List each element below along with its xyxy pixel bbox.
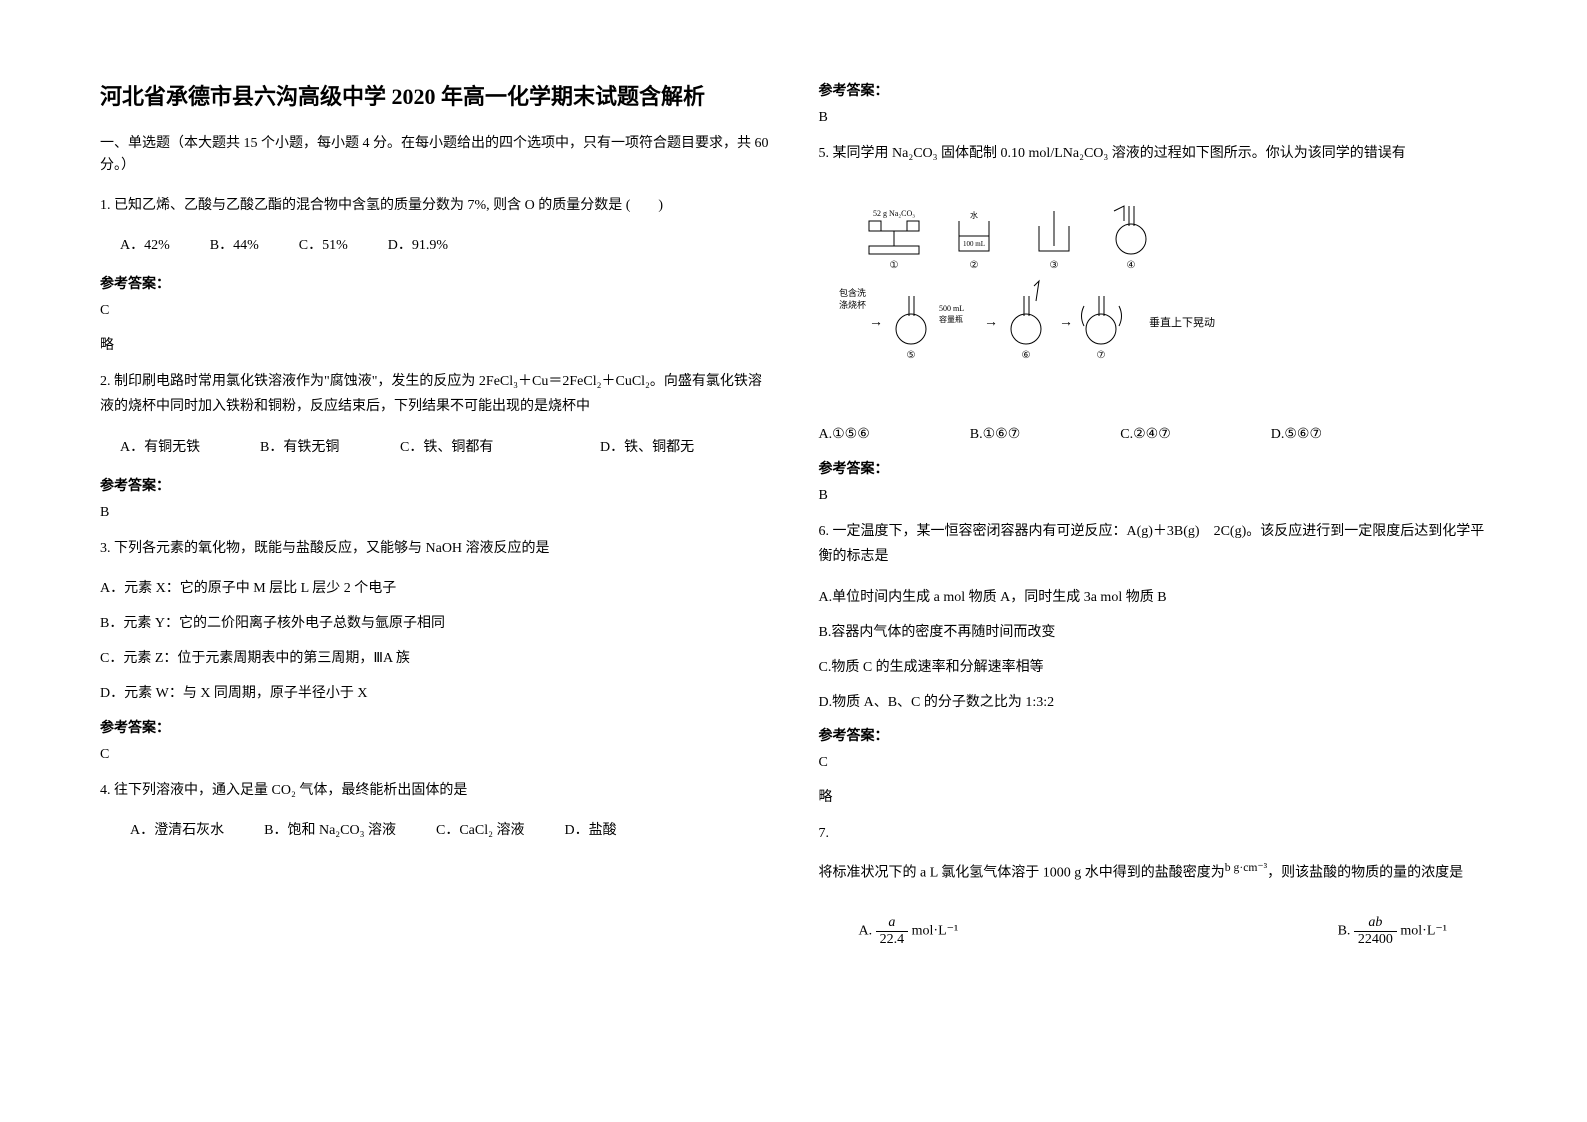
svg-text:500 mL: 500 mL <box>939 304 964 313</box>
q4-opt-b: B．饱和 Na₂CO₃ 溶液 <box>264 818 396 843</box>
q7-b-denom: 22400 <box>1354 932 1397 948</box>
q7-options: A. a 22.4 mol·L⁻¹ B. ab 22400 mol·L⁻¹ <box>819 915 1488 948</box>
q1-answer: C <box>100 303 769 319</box>
question-1: 1. 已知乙烯、乙酸与乙酸乙酯的混合物中含氢的质量分数为 7%, 则含 O 的质… <box>100 193 769 218</box>
svg-text:⑤: ⑤ <box>906 350 915 361</box>
q6-opt-a: A.单位时间内生成 a mol 物质 A，同时生成 3a mol 物质 B <box>819 585 1488 610</box>
answer-label-6: 参考答案： <box>819 725 1488 745</box>
q6-opt-b: B.容器内气体的密度不再随时间而改变 <box>819 620 1488 645</box>
q7-text1: 将标准状况下的 a L 氯化氢气体溶于 1000 g 水中得到的盐酸密度为 <box>819 865 1225 880</box>
q1-opt-a: A．42% <box>120 233 170 258</box>
q5-answer: B <box>819 488 1488 504</box>
q7-a-unit: mol·L⁻¹ <box>912 924 959 939</box>
apparatus-diagram: 52 g Na₂CO₃ ① 水 100 mL ② ③ <box>819 196 1269 396</box>
svg-text:→: → <box>984 315 998 330</box>
right-column: 参考答案： B 5. 某同学用 Na₂CO₃ 固体配制 0.10 mol/LNa… <box>819 80 1488 1042</box>
q3-answer: C <box>100 747 769 763</box>
q7-b-prefix: B. <box>1338 924 1351 939</box>
q7-opt-a: A. a 22.4 mol·L⁻¹ <box>859 915 959 948</box>
q2-opt-b: B．有铁无铜 <box>260 435 400 460</box>
q2-opt-c: C．铁、铜都有 <box>400 435 600 460</box>
q1-note: 略 <box>100 334 769 354</box>
diagram-label-3: 包含洗 <box>839 287 866 298</box>
question-7: 将标准状况下的 a L 氯化氢气体溶于 1000 g 水中得到的盐酸密度为b g… <box>819 857 1488 886</box>
question-6: 6. 一定温度下，某一恒容密闭容器内有可逆反应：A(g)＋3B(g) 2C(g)… <box>819 519 1488 569</box>
question-3: 3. 下列各元素的氧化物，既能与盐酸反应，又能够与 NaOH 溶液反应的是 <box>100 536 769 561</box>
q4-opt-c: C．CaCl₂ 溶液 <box>436 818 525 843</box>
q5-opt-b: B.①⑥⑦ <box>970 426 1021 443</box>
q7-a-prefix: A. <box>859 924 873 939</box>
answer-label-2: 参考答案： <box>100 475 769 495</box>
q7-text2: ，则该盐酸的物质的量的浓度是 <box>1267 865 1463 880</box>
q7-a-num: a <box>876 915 909 932</box>
svg-text:②: ② <box>969 260 978 271</box>
q6-opt-d: D.物质 A、B、C 的分子数之比为 1:3:2 <box>819 690 1488 715</box>
svg-text:①: ① <box>889 260 898 271</box>
svg-text:③: ③ <box>1049 260 1058 271</box>
question-4: 4. 往下列溶液中，通入足量 CO₂ 气体，最终能析出固体的是 <box>100 778 769 803</box>
q1-opt-d: D．91.9% <box>388 233 448 258</box>
q7-b-num: ab <box>1354 915 1397 932</box>
question-2: 2. 制印刷电路时常用氯化铁溶液作为"腐蚀液"，发生的反应为 2FeCl₃＋Cu… <box>100 369 769 419</box>
svg-text:→: → <box>1059 315 1073 330</box>
diagram-label-5: 垂直上下晃动 <box>1149 315 1215 329</box>
answer-label-5: 参考答案： <box>819 458 1488 478</box>
q2-answer: B <box>100 505 769 521</box>
q5-opt-d: D.⑤⑥⑦ <box>1271 426 1322 443</box>
q7-formula: b g·cm⁻³ <box>1225 861 1267 874</box>
question-5: 5. 某同学用 Na₂CO₃ 固体配制 0.10 mol/LNa₂CO₃ 溶液的… <box>819 141 1488 166</box>
q5-opt-a: A.①⑤⑥ <box>819 426 870 443</box>
q4-options: A．澄清石灰水 B．饱和 Na₂CO₃ 溶液 C．CaCl₂ 溶液 D．盐酸 <box>100 818 769 843</box>
q6-opt-c: C.物质 C 的生成速率和分解速率相等 <box>819 655 1488 680</box>
svg-text:⑦: ⑦ <box>1096 350 1105 361</box>
q1-opt-b: B．44% <box>210 233 259 258</box>
q1-opt-c: C．51% <box>299 233 348 258</box>
answer-label-4: 参考答案： <box>819 80 1488 100</box>
answer-label-1: 参考答案： <box>100 273 769 293</box>
q2-opt-a: A．有铜无铁 <box>120 435 260 460</box>
section-header: 一、单选题（本大题共 15 个小题，每小题 4 分。在每小题给出的四个选项中，只… <box>100 133 769 178</box>
q4-opt-a: A．澄清石灰水 <box>130 818 224 843</box>
q2-options: A．有铜无铁 B．有铁无铜 C．铁、铜都有 D．铁、铜都无 <box>100 435 769 460</box>
q4-answer: B <box>819 110 1488 126</box>
q3-opt-b: B．元素 Y：它的二价阳离子核外电子总数与氩原子相同 <box>100 611 769 636</box>
q7-opt-b: B. ab 22400 mol·L⁻¹ <box>1338 915 1447 948</box>
left-column: 河北省承德市县六沟高级中学 2020 年高一化学期末试题含解析 一、单选题（本大… <box>100 80 769 1042</box>
answer-label-3: 参考答案： <box>100 717 769 737</box>
svg-text:④: ④ <box>1126 260 1135 271</box>
svg-text:水: 水 <box>970 210 978 220</box>
q5-opt-c: C.②④⑦ <box>1120 426 1171 443</box>
q3-opt-c: C．元素 Z：位于元素周期表中的第三周期，ⅢA 族 <box>100 646 769 671</box>
svg-text:→: → <box>869 315 883 330</box>
q3-opt-a: A．元素 X：它的原子中 M 层比 L 层少 2 个电子 <box>100 576 769 601</box>
q1-options: A．42% B．44% C．51% D．91.9% <box>100 233 769 258</box>
q7-b-unit: mol·L⁻¹ <box>1400 924 1447 939</box>
q7-a-denom: 22.4 <box>876 932 909 948</box>
document-title: 河北省承德市县六沟高级中学 2020 年高一化学期末试题含解析 <box>100 80 769 113</box>
q7-num: 7. <box>819 821 1488 846</box>
q2-opt-d: D．铁、铜都无 <box>600 435 700 460</box>
q4-opt-d: D．盐酸 <box>565 818 617 843</box>
svg-text:容量瓶: 容量瓶 <box>939 314 963 324</box>
q5-options: A.①⑤⑥ B.①⑥⑦ C.②④⑦ D.⑤⑥⑦ <box>819 426 1488 443</box>
q3-opt-d: D．元素 W：与 X 同周期，原子半径小于 X <box>100 681 769 706</box>
svg-text:涤烧杯: 涤烧杯 <box>839 299 866 310</box>
q6-answer: C <box>819 755 1488 771</box>
q6-note: 略 <box>819 786 1488 806</box>
svg-text:⑥: ⑥ <box>1021 350 1030 361</box>
diagram-label-1: 52 g Na₂CO₃ <box>872 209 914 218</box>
svg-text:100 mL: 100 mL <box>963 240 985 248</box>
